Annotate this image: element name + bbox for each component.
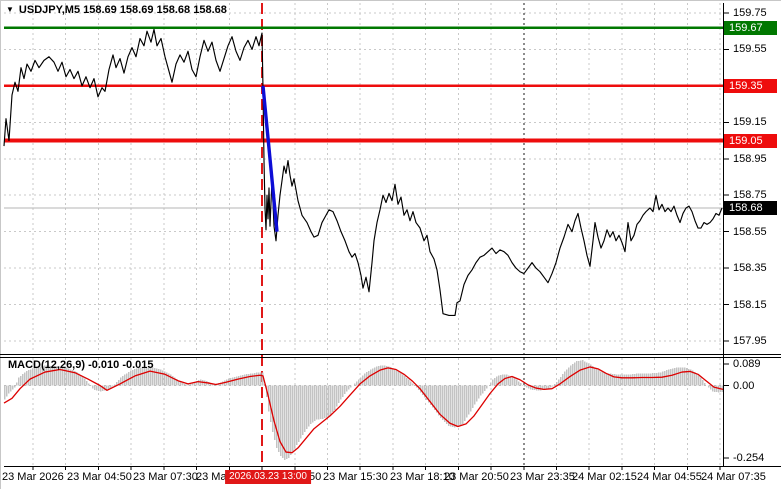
price-axis-label: 158.15 bbox=[733, 298, 767, 311]
price-axis-label: 159.15 bbox=[733, 116, 767, 129]
price-axis-label: 158.55 bbox=[733, 225, 767, 238]
time-axis-label: 23 Mar 20:50 bbox=[444, 471, 509, 483]
current-price-badge: 158.68 bbox=[724, 200, 777, 215]
time-axis-label: 24 Mar 02:15 bbox=[572, 471, 637, 483]
price-level-badge: 159.67 bbox=[724, 20, 777, 35]
vline-time-badge: 2026.03.23 13:00 bbox=[225, 470, 311, 484]
time-axis-label: 24 Mar 04:55 bbox=[637, 471, 702, 483]
time-axis-label: 24 Mar 07:35 bbox=[701, 471, 766, 483]
chart-title-text: USDJPY,M5 158.69 158.69 158.68 158.68 bbox=[18, 4, 227, 16]
time-axis-label: 23 Mar 18:10 bbox=[390, 471, 455, 483]
price-axis-label: 157.95 bbox=[733, 334, 767, 347]
price-axis-label: 158.95 bbox=[733, 152, 767, 165]
time-axis-label: 23 Mar 15:30 bbox=[323, 471, 388, 483]
time-axis-label: 23 Mar 07:30 bbox=[133, 471, 198, 483]
macd-scale-label: 0.089 bbox=[733, 358, 761, 370]
time-axis-label: 50 bbox=[309, 471, 322, 483]
macd-scale-label: -0.254 bbox=[733, 452, 765, 464]
price-axis-label: 159.75 bbox=[733, 7, 767, 19]
price-axis-label: 158.75 bbox=[733, 189, 767, 202]
price-axis-label: 158.35 bbox=[733, 262, 767, 275]
symbol-dropdown-icon[interactable]: ▼ bbox=[6, 5, 14, 14]
time-axis-label: 23 Mar 04:50 bbox=[67, 471, 132, 483]
time-axis-label: 23 Mar 23:35 bbox=[510, 471, 575, 483]
chart-title: ▼ USDJPY,M5 158.69 158.69 158.68 158.68 bbox=[6, 4, 227, 16]
macd-scale-label: 0.00 bbox=[733, 379, 755, 392]
time-axis-label: 23 Mar bbox=[196, 471, 231, 483]
price-level-badge: 159.05 bbox=[724, 133, 777, 148]
macd-indicator-label: MACD(12,26,9) -0.010 -0.015 bbox=[8, 359, 154, 371]
price-level-badge: 159.35 bbox=[724, 78, 777, 93]
price-axis-label: 159.55 bbox=[733, 43, 767, 56]
time-axis-label: 23 Mar 2026 bbox=[2, 471, 64, 483]
